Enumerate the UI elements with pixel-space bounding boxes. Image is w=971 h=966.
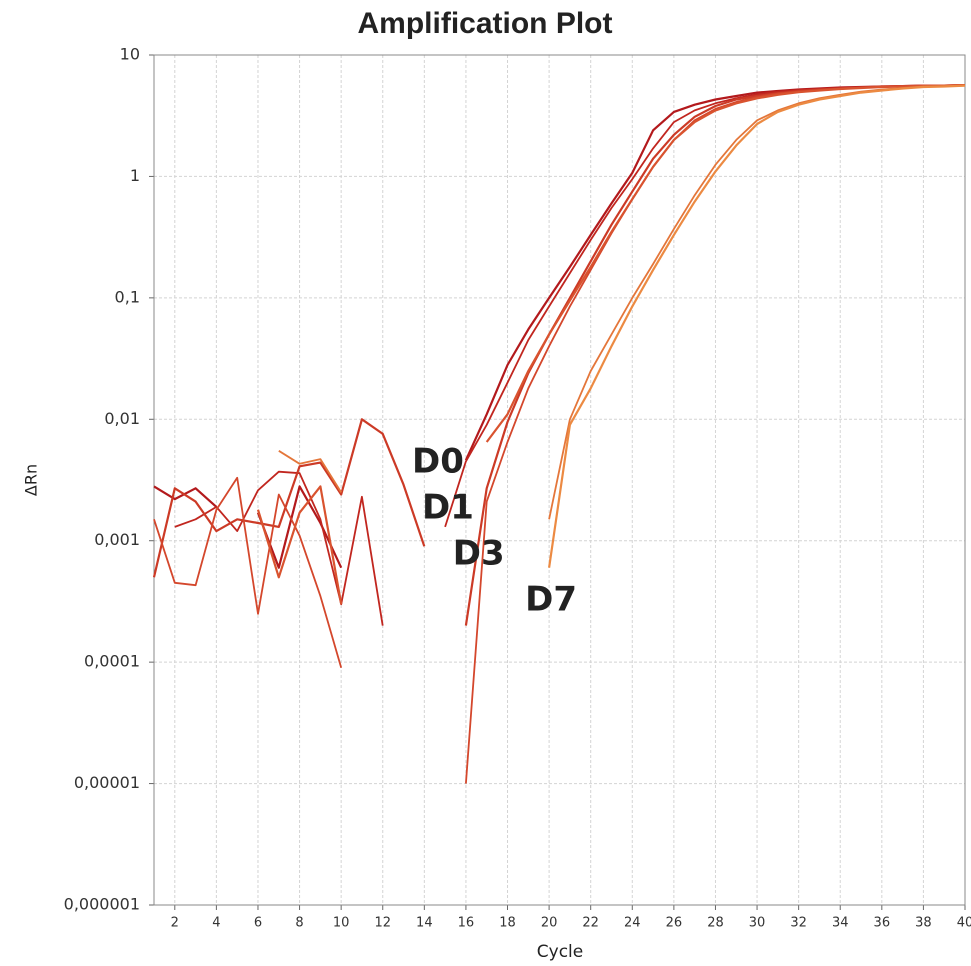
x-tick-label: 4 [212, 916, 220, 931]
y-tick-label: 0,0001 [84, 652, 140, 671]
plot-area [153, 54, 966, 906]
y-tick-label: 1 [130, 166, 140, 185]
amplification-curve [153, 84, 966, 784]
x-tick-label: 20 [541, 916, 558, 931]
x-tick-label: 24 [624, 916, 641, 931]
x-tick-label: 6 [254, 916, 262, 931]
plot-frame [153, 54, 966, 906]
series-label: D0 [412, 442, 464, 482]
y-tick-label: 0,001 [94, 530, 140, 549]
series-label: D3 [453, 534, 505, 574]
y-axis-label: ΔRn [22, 464, 41, 496]
series-label: D7 [525, 580, 577, 620]
x-tick-label: 40 [957, 916, 971, 931]
y-tick-label: 10 [120, 45, 140, 64]
x-tick-label: 22 [582, 916, 599, 931]
amplification-curve [548, 84, 966, 568]
x-tick-label: 36 [874, 916, 891, 931]
y-tick-label: 0,000001 [64, 895, 140, 914]
x-axis-label: Cycle [537, 942, 583, 962]
x-tick-label: 32 [790, 916, 807, 931]
x-tick-label: 26 [666, 916, 683, 931]
x-tick-label: 34 [832, 916, 849, 931]
amplification-curve [278, 84, 966, 520]
x-tick-label: 28 [707, 916, 724, 931]
x-tick-label: 2 [171, 916, 179, 931]
y-tick-label: 0,01 [104, 409, 140, 428]
x-tick-label: 14 [416, 916, 433, 931]
amplification-curve [256, 84, 966, 605]
x-tick-label: 16 [458, 916, 475, 931]
x-tick-label: 38 [915, 916, 932, 931]
x-tick-label: 12 [374, 916, 391, 931]
x-tick-label: 10 [333, 916, 350, 931]
x-tick-label: 30 [749, 916, 766, 931]
x-tick-label: 18 [499, 916, 516, 931]
series-label: D1 [422, 488, 474, 528]
x-tick-label: 8 [295, 916, 303, 931]
chart-title: Amplification Plot [358, 7, 613, 40]
y-tick-label: 0,1 [115, 287, 140, 306]
amplification-curve [174, 84, 966, 626]
amplification-curve [152, 84, 966, 626]
y-tick-label: 0,00001 [74, 773, 140, 792]
